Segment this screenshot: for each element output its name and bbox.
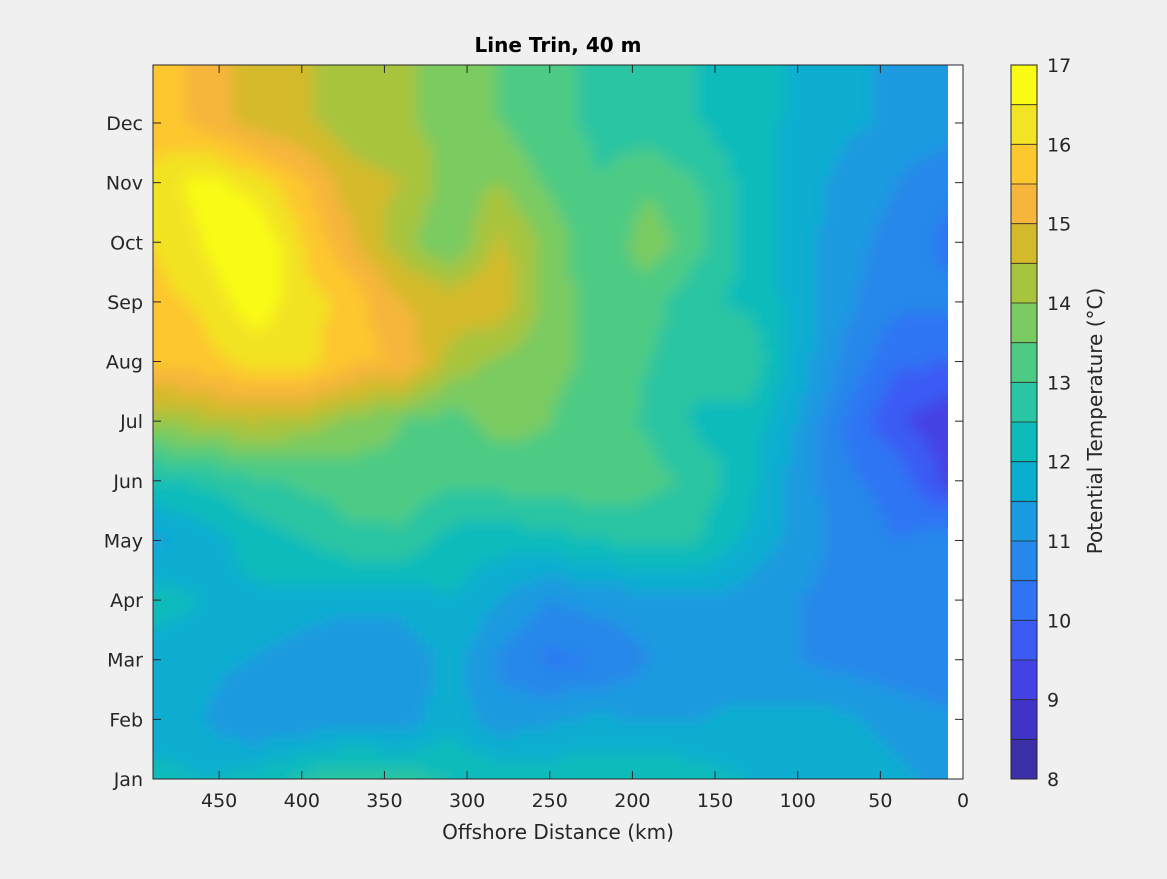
- colorbar-tick-label: 12: [1047, 452, 1071, 474]
- colorbar-swatch: [1011, 382, 1037, 422]
- x-axis-label: Offshore Distance (km): [442, 820, 674, 844]
- y-tick-label: Aug: [106, 352, 143, 374]
- colorbar-swatch: [1011, 144, 1037, 184]
- colorbar-tick-label: 8: [1047, 769, 1059, 791]
- x-tick-label: 0: [957, 790, 969, 812]
- y-tick-label: Sep: [107, 292, 143, 314]
- colorbar-swatch: [1011, 620, 1037, 660]
- colorbar-tick-label: 10: [1047, 610, 1071, 632]
- colorbar-swatch: [1011, 263, 1037, 303]
- x-tick-label: 50: [868, 790, 892, 812]
- x-tick-label: 350: [366, 790, 402, 812]
- y-tick-label: Mar: [107, 650, 143, 672]
- x-tick-label: 150: [697, 790, 733, 812]
- colorbar-swatch: [1011, 65, 1037, 105]
- colorbar-swatch: [1011, 343, 1037, 383]
- x-tick-label: 300: [449, 790, 485, 812]
- y-tick-label: Jan: [113, 769, 143, 791]
- colorbar-swatch: [1011, 700, 1037, 740]
- y-tick-label: Jul: [119, 411, 143, 433]
- colorbar-swatch: [1011, 581, 1037, 621]
- colorbar-tick-label: 17: [1047, 55, 1071, 77]
- y-tick-label: Apr: [110, 590, 143, 612]
- chart-title: Line Trin, 40 m: [475, 33, 642, 57]
- colorbar-tick-label: 9: [1047, 690, 1059, 712]
- y-tick-label: Oct: [110, 232, 143, 254]
- y-tick-label: Nov: [106, 173, 143, 195]
- y-tick-label: Dec: [106, 113, 143, 135]
- contour-fill: [137, 49, 970, 802]
- colorbar-swatch: [1011, 105, 1037, 145]
- colorbar-label: Potential Temperature (°C): [1083, 288, 1107, 555]
- colorbar: 8 9 10 11 12 13 14 15 16 17: [1011, 55, 1071, 791]
- colorbar-tick-label: 15: [1047, 214, 1071, 236]
- colorbar-swatch: [1011, 303, 1037, 343]
- colorbar-swatch: [1011, 462, 1037, 502]
- colorbar-tick-label: 11: [1047, 531, 1071, 553]
- y-tick-label: Feb: [109, 709, 143, 731]
- x-tick-label: 100: [780, 790, 816, 812]
- colorbar-swatch: [1011, 541, 1037, 581]
- colorbar-swatch: [1011, 224, 1037, 264]
- x-tick-label: 450: [201, 790, 237, 812]
- y-tick-label: May: [104, 530, 143, 552]
- colorbar-swatch: [1011, 184, 1037, 224]
- x-tick-label: 200: [614, 790, 650, 812]
- colorbar-tick-label: 13: [1047, 372, 1071, 394]
- x-tick-label: 400: [284, 790, 320, 812]
- colorbar-tick-label: 14: [1047, 293, 1071, 315]
- colorbar-swatch: [1011, 501, 1037, 541]
- x-tick-label: 250: [532, 790, 568, 812]
- y-tick-label: Jun: [112, 471, 143, 493]
- colorbar-swatch: [1011, 660, 1037, 700]
- colorbar-swatch: [1011, 422, 1037, 462]
- colorbar-tick-label: 16: [1047, 134, 1071, 156]
- colorbar-swatch: [1011, 739, 1037, 779]
